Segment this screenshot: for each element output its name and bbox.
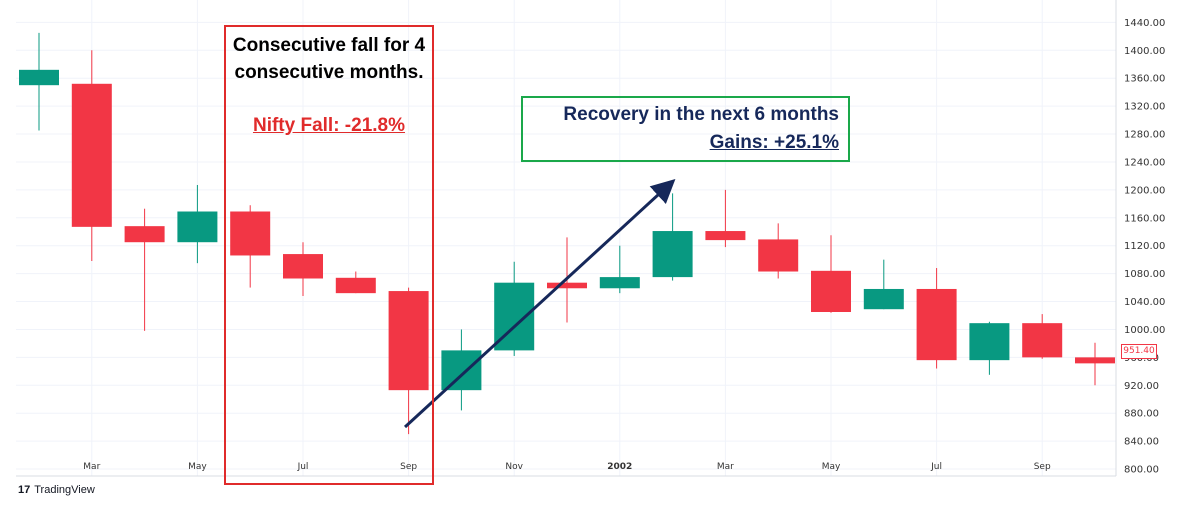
candle-body: [124, 226, 165, 243]
y-tick-label: 1320.00: [1124, 102, 1165, 113]
candle: [335, 271, 376, 294]
candle: [758, 223, 799, 279]
y-tick-label: 1000.00: [1124, 325, 1165, 336]
candle-body: [916, 288, 957, 361]
candle-body: [230, 211, 271, 256]
y-tick-label: 880.00: [1124, 409, 1159, 420]
candle: [599, 245, 640, 294]
candle-body: [547, 282, 587, 289]
candle: [1022, 314, 1063, 359]
candle-body: [19, 69, 59, 86]
recovery-annotation-box: [521, 96, 850, 162]
candle: [283, 242, 323, 296]
x-tick-label: May: [822, 462, 841, 472]
candle-body: [863, 288, 904, 310]
candle-body: [71, 83, 112, 227]
y-tick-label: 1040.00: [1124, 297, 1165, 308]
candle-body: [758, 239, 799, 272]
candle: [652, 193, 693, 281]
candle-body: [705, 231, 746, 241]
x-tick-label: Sep: [1034, 462, 1051, 472]
candle-body: [177, 211, 218, 243]
candle: [441, 329, 482, 411]
candle: [705, 189, 746, 248]
x-tick-label: May: [188, 462, 207, 472]
tradingview-logo[interactable]: 17 TradingView: [18, 484, 95, 496]
recovery-arrow: [403, 178, 676, 429]
last-price-label: 951.40: [1121, 344, 1157, 359]
y-tick-label: 1080.00: [1124, 269, 1165, 280]
y-tick-label: 1400.00: [1124, 46, 1165, 57]
candle-body: [969, 323, 1010, 361]
x-tick-label: 2002: [607, 462, 632, 472]
candle-body: [1075, 357, 1115, 364]
x-axis: Mar May Jul Sep Nov 2002 Mar May Jul Sep: [83, 462, 1051, 472]
candle: [1075, 342, 1115, 386]
tradingview-logo-icon: 17: [18, 484, 31, 496]
y-tick-label: 1280.00: [1124, 130, 1165, 141]
tradingview-logo-text: TradingView: [34, 484, 95, 496]
candle-body: [811, 270, 851, 312]
y-tick-label: 1120.00: [1124, 241, 1165, 252]
candle-body: [441, 350, 482, 391]
candle: [863, 259, 904, 310]
y-tick-label: 1360.00: [1124, 74, 1165, 85]
y-axis: 1440.00 1400.00 1360.00 1320.00 1280.00 1240.…: [1124, 18, 1165, 476]
y-tick-label: 920.00: [1124, 381, 1159, 392]
fall-annotation-title: Consecutive fall for 4 consecutive month…: [232, 35, 426, 83]
fall-annotation-stat: Nifty Fall: -21.8%: [252, 115, 406, 136]
candle: [811, 235, 851, 313]
candles: [19, 32, 1115, 435]
y-tick-label: 1160.00: [1124, 213, 1165, 224]
candle: [916, 268, 957, 369]
y-tick-label: 1440.00: [1124, 18, 1165, 29]
candle-body: [388, 291, 429, 391]
candle: [494, 261, 535, 356]
candle: [177, 184, 218, 264]
y-tick-label: 1240.00: [1124, 157, 1165, 168]
candle-body: [335, 277, 376, 294]
y-tick-label: 800.00: [1124, 465, 1159, 476]
x-tick-label: Mar: [83, 462, 100, 472]
recovery-arrow-line: [403, 178, 676, 429]
recovery-annotation-title: Recovery in the next 6 months: [563, 104, 839, 125]
x-tick-label: Jul: [297, 462, 309, 472]
candle: [71, 50, 112, 262]
candle: [124, 208, 165, 331]
candle: [969, 321, 1010, 375]
candle-body: [1022, 323, 1063, 358]
candle-body: [283, 254, 323, 279]
candle-body: [652, 231, 693, 278]
x-tick-label: Mar: [717, 462, 734, 472]
candle: [388, 287, 429, 435]
y-tick-label: 1200.00: [1124, 185, 1165, 196]
candle: [230, 205, 271, 288]
candle: [19, 32, 59, 131]
recovery-annotation-stat: Gains: +25.1%: [709, 132, 839, 153]
fall-annotation-box: [224, 25, 434, 485]
x-tick-label: Jul: [930, 462, 942, 472]
x-tick-label: Nov: [505, 462, 523, 472]
y-tick-label: 840.00: [1124, 437, 1159, 448]
x-tick-label: Sep: [400, 462, 417, 472]
candle-body: [599, 277, 640, 289]
